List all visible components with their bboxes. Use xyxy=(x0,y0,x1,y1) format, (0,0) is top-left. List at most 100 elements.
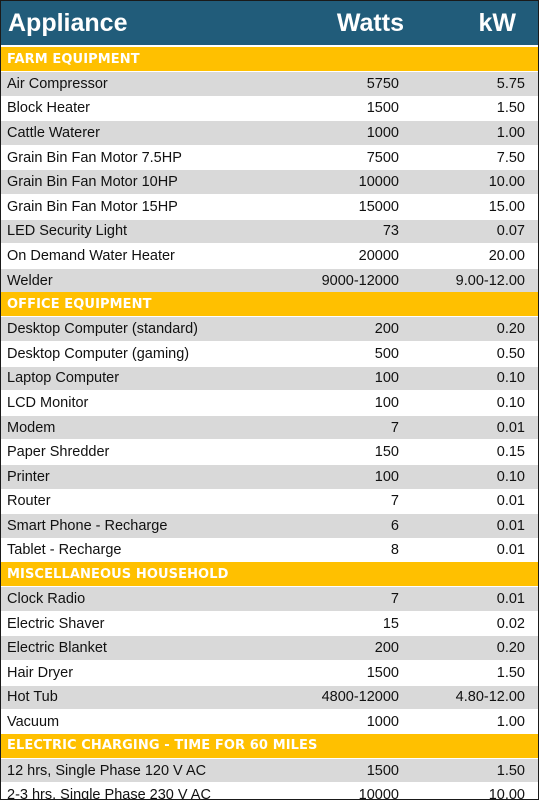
appliance-name-cell: Paper Shredder xyxy=(1,439,267,465)
watts-cell: 150 xyxy=(267,439,404,465)
watts-cell: 10000 xyxy=(267,169,404,195)
table-row: Grain Bin Fan Motor 10HP 10000 10.00 xyxy=(1,169,538,195)
table-row: 12 hrs, Single Phase 120 V AC 1500 1.50 xyxy=(1,757,538,783)
kw-cell: 1.00 xyxy=(404,120,538,146)
table-row: Laptop Computer 100 0.10 xyxy=(1,365,538,391)
table-row: Desktop Computer (standard) 200 0.20 xyxy=(1,316,538,342)
table-row: Electric Shaver 15 0.02 xyxy=(1,610,538,636)
column-header-kw: kW xyxy=(404,1,538,47)
table-row: Welder 9000-12000 9.00-12.00 xyxy=(1,267,538,293)
appliance-name-cell: Router xyxy=(1,488,267,514)
appliance-name-cell: Printer xyxy=(1,463,267,489)
section-title: ELECTRIC CHARGING - TIME FOR 60 MILES xyxy=(1,733,538,759)
table-row: Tablet - Recharge 8 0.01 xyxy=(1,537,538,563)
appliance-name-cell: Desktop Computer (gaming) xyxy=(1,340,267,367)
kw-cell: 0.01 xyxy=(404,414,538,440)
appliance-name-cell: 2-3 hrs, Single Phase 230 V AC xyxy=(1,782,267,799)
appliance-name-cell: Grain Bin Fan Motor 10HP xyxy=(1,169,267,195)
table-row: Cattle Waterer 1000 1.00 xyxy=(1,120,538,146)
table-row: LCD Monitor 100 0.10 xyxy=(1,390,538,416)
table-row: Smart Phone - Recharge 6 0.01 xyxy=(1,513,538,539)
section-header-row: ELECTRIC CHARGING - TIME FOR 60 MILES xyxy=(1,733,538,759)
kw-cell: 1.00 xyxy=(404,709,538,734)
watts-cell: 1500 xyxy=(267,757,404,783)
kw-cell: 0.01 xyxy=(404,513,538,539)
kw-cell: 0.02 xyxy=(404,610,538,636)
appliance-name-cell: On Demand Water Heater xyxy=(1,243,267,269)
watts-cell: 15000 xyxy=(267,193,404,220)
table-row: Grain Bin Fan Motor 15HP 15000 15.00 xyxy=(1,193,538,220)
watts-cell: 5750 xyxy=(267,71,404,97)
watts-cell: 7 xyxy=(267,488,404,514)
watts-cell: 10000 xyxy=(267,782,404,799)
table-row: 2-3 hrs, Single Phase 230 V AC 10000 10.00 xyxy=(1,782,538,799)
watts-cell: 73 xyxy=(267,218,404,244)
appliance-name-cell: 12 hrs, Single Phase 120 V AC xyxy=(1,757,267,783)
watts-cell: 9000-12000 xyxy=(267,267,404,293)
table-row: Vacuum 1000 1.00 xyxy=(1,709,538,734)
watts-cell: 4800-12000 xyxy=(267,684,404,710)
kw-cell: 0.01 xyxy=(404,488,538,514)
appliance-name-cell: Modem xyxy=(1,414,267,440)
table-row: Block Heater 1500 1.50 xyxy=(1,95,538,121)
table-row: Paper Shredder 150 0.15 xyxy=(1,439,538,465)
watts-cell: 20000 xyxy=(267,243,404,269)
watts-cell: 6 xyxy=(267,513,404,539)
appliance-name-cell: Clock Radio xyxy=(1,586,267,612)
table-row: Hair Dryer 1500 1.50 xyxy=(1,660,538,686)
appliance-name-cell: Grain Bin Fan Motor 15HP xyxy=(1,193,267,220)
kw-cell: 0.20 xyxy=(404,635,538,661)
table-row: Electric Blanket 200 0.20 xyxy=(1,635,538,661)
appliance-name-cell: Block Heater xyxy=(1,95,267,121)
kw-cell: 0.01 xyxy=(404,586,538,612)
appliance-name-cell: Tablet - Recharge xyxy=(1,537,267,563)
kw-cell: 15.00 xyxy=(404,193,538,220)
kw-cell: 0.01 xyxy=(404,537,538,563)
kw-cell: 10.00 xyxy=(404,782,538,799)
table-row: Grain Bin Fan Motor 7.5HP 7500 7.50 xyxy=(1,144,538,170)
appliance-name-cell: Laptop Computer xyxy=(1,365,267,391)
watts-cell: 8 xyxy=(267,537,404,563)
appliance-name-cell: Grain Bin Fan Motor 7.5HP xyxy=(1,144,267,170)
watts-cell: 1500 xyxy=(267,660,404,686)
watts-cell: 1000 xyxy=(267,709,404,734)
kw-cell: 0.20 xyxy=(404,316,538,342)
kw-cell: 1.50 xyxy=(404,660,538,686)
kw-cell: 5.75 xyxy=(404,71,538,97)
kw-cell: 20.00 xyxy=(404,243,538,269)
table-row: Hot Tub 4800-12000 4.80-12.00 xyxy=(1,684,538,710)
watts-cell: 100 xyxy=(267,365,404,391)
table-row: On Demand Water Heater 20000 20.00 xyxy=(1,243,538,269)
appliance-name-cell: Hair Dryer xyxy=(1,660,267,686)
kw-cell: 0.10 xyxy=(404,365,538,391)
watts-cell: 7 xyxy=(267,586,404,612)
section-title: OFFICE EQUIPMENT xyxy=(1,292,538,317)
appliance-name-cell: Air Compressor xyxy=(1,71,267,97)
watts-cell: 500 xyxy=(267,340,404,367)
appliance-name-cell: Vacuum xyxy=(1,709,267,734)
watts-cell: 7500 xyxy=(267,144,404,170)
section-header-row: OFFICE EQUIPMENT xyxy=(1,292,538,317)
appliance-name-cell: Electric Shaver xyxy=(1,610,267,636)
kw-cell: 0.10 xyxy=(404,390,538,416)
table-row: Router 7 0.01 xyxy=(1,488,538,514)
section-header-row: MISCELLANEOUS HOUSEHOLD xyxy=(1,562,538,587)
appliance-name-cell: Welder xyxy=(1,267,267,293)
table-row: Desktop Computer (gaming) 500 0.50 xyxy=(1,340,538,367)
watts-cell: 100 xyxy=(267,463,404,489)
kw-cell: 0.07 xyxy=(404,218,538,244)
kw-cell: 7.50 xyxy=(404,144,538,170)
section-title: MISCELLANEOUS HOUSEHOLD xyxy=(1,562,538,587)
watts-cell: 1000 xyxy=(267,120,404,146)
table-row: Clock Radio 7 0.01 xyxy=(1,586,538,612)
kw-cell: 10.00 xyxy=(404,169,538,195)
table-row: Air Compressor 5750 5.75 xyxy=(1,71,538,97)
section-header-row: FARM EQUIPMENT xyxy=(1,46,538,72)
column-header-appliance: Appliance xyxy=(1,1,267,47)
appliance-name-cell: Cattle Waterer xyxy=(1,120,267,146)
kw-cell: 4.80-12.00 xyxy=(404,684,538,710)
kw-cell: 0.50 xyxy=(404,340,538,367)
watts-cell: 100 xyxy=(267,390,404,416)
